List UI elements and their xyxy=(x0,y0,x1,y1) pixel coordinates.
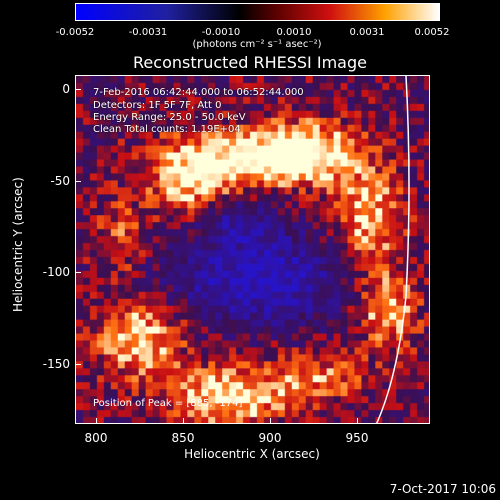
y-tick-label: -100 xyxy=(42,265,70,279)
x-tick-label: 950 xyxy=(345,431,369,445)
colorbar xyxy=(75,3,440,21)
image-title: Reconstructed RHESSI Image xyxy=(133,53,367,72)
x-tick-mark xyxy=(357,418,358,424)
y-tick-mark xyxy=(75,89,81,90)
time-range-text: 7-Feb-2016 06:42:44.000 to 06:52:44.000 xyxy=(93,87,304,98)
peak-position-text: Position of Peak = [885, -174] xyxy=(93,398,243,409)
rhessi-heatmap xyxy=(76,76,429,423)
rhessi-image-plot xyxy=(75,75,430,424)
colorbar-tick-label: 0.0010 xyxy=(276,27,312,38)
colorbar-tick-label: 0.0052 xyxy=(414,27,450,38)
y-tick-label: -50 xyxy=(50,174,70,188)
colorbar-tick-label: -0.0010 xyxy=(201,27,241,38)
y-tick-mark xyxy=(75,272,81,273)
detectors-text: Detectors: 1F 5F 7F, Att 0 xyxy=(93,100,222,111)
colorbar-tick-label: -0.0052 xyxy=(55,27,95,38)
colorbar-tick-label: -0.0031 xyxy=(128,27,168,38)
clean-counts-text: Clean Total counts: 1.19E+04 xyxy=(93,124,241,135)
y-tick-label: 0 xyxy=(62,82,70,96)
y-axis-label: Heliocentric Y (arcsec) xyxy=(11,177,25,312)
x-tick-label: 900 xyxy=(258,431,282,445)
solar-limb-overlay xyxy=(376,76,410,423)
y-tick-mark xyxy=(75,364,81,365)
energy-range-text: Energy Range: 25.0 - 50.0 keV xyxy=(93,112,246,123)
x-tick-label: 850 xyxy=(171,431,195,445)
x-tick-label: 800 xyxy=(84,431,108,445)
colorbar-units: (photons cm⁻² s⁻¹ asec⁻²) xyxy=(192,39,322,50)
y-tick-label: -150 xyxy=(42,357,70,371)
y-tick-mark xyxy=(75,181,81,182)
x-tick-mark xyxy=(270,418,271,424)
x-tick-mark xyxy=(183,418,184,424)
datestamp: 7-Oct-2017 10:06 xyxy=(389,482,496,496)
solar-limb-line xyxy=(376,76,410,423)
colorbar-tick-label: 0.0031 xyxy=(349,27,385,38)
x-tick-mark xyxy=(96,418,97,424)
x-axis-label: Heliocentric X (arcsec) xyxy=(184,447,320,461)
